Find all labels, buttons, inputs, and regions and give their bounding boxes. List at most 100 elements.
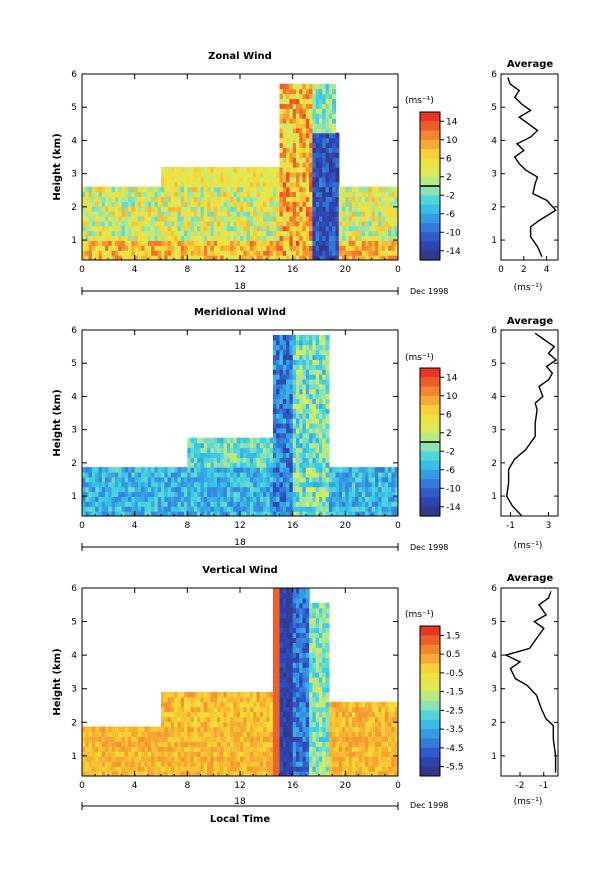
heatmap-cell — [384, 491, 389, 497]
heatmap-cell — [378, 196, 383, 202]
heatmap-cell — [124, 186, 129, 193]
heatmap-cell — [286, 746, 290, 752]
heatmap-cell — [200, 437, 205, 444]
heatmap-cell — [289, 147, 294, 153]
heatmap-cell — [299, 442, 304, 449]
heatmap-cell — [361, 215, 366, 222]
heatmap-cell — [319, 127, 323, 134]
colorbar-tick-label: 6 — [446, 410, 452, 420]
heatmap-cell — [101, 206, 106, 212]
heatmap-cell — [292, 240, 297, 246]
heatmap-cell — [236, 696, 241, 703]
heatmap-cell — [276, 403, 281, 409]
heatmap-cell — [325, 388, 330, 395]
heatmap-cell — [164, 771, 169, 776]
heatmap-cell — [147, 240, 152, 246]
heatmap-cell — [302, 206, 307, 212]
heatmap-cell — [243, 771, 248, 776]
heatmap-cell — [365, 206, 369, 212]
heatmap-cell — [309, 359, 313, 365]
heatmap-cell — [187, 462, 192, 468]
heatmap-cell — [184, 511, 188, 516]
heatmap-cell — [292, 706, 297, 713]
heatmap-cell — [305, 369, 310, 375]
heatmap-cell — [289, 637, 294, 643]
heatmap-cell — [249, 746, 254, 752]
heatmap-cell — [315, 230, 320, 237]
heatmap-cell — [276, 349, 281, 356]
heatmap-cell — [161, 240, 165, 246]
heatmap-cell — [240, 751, 244, 757]
heatmap-cell — [319, 215, 323, 222]
heatmap-cell — [210, 447, 215, 453]
heatmap-cell — [200, 452, 205, 458]
heatmap-cell — [128, 471, 132, 478]
heatmap-cell — [220, 250, 225, 256]
heatmap-cell — [319, 191, 323, 197]
heatmap-cell — [276, 398, 281, 404]
heatmap-cell — [85, 491, 90, 497]
heatmap-cell — [299, 637, 304, 643]
heatmap-cell — [319, 255, 323, 260]
heatmap-cell — [180, 746, 185, 752]
heatmap-cell — [138, 191, 142, 197]
heatmap-cell — [384, 215, 389, 222]
heatmap-cell — [263, 201, 267, 207]
heatmap-cell — [312, 481, 317, 488]
heatmap-cell — [292, 736, 297, 742]
heatmap-cell — [210, 771, 215, 776]
heatmap-cell — [121, 766, 126, 772]
heatmap-cell — [164, 746, 169, 752]
heatmap-cell — [256, 191, 261, 197]
heatmap-cell — [325, 511, 330, 516]
heatmap-cell — [167, 691, 172, 698]
heatmap-cell — [111, 496, 116, 502]
heatmap-cell — [138, 751, 142, 757]
heatmap-cell — [177, 225, 182, 232]
heatmap-cell — [82, 250, 86, 256]
heatmap-cell — [95, 486, 100, 493]
heatmap-cell — [348, 476, 353, 483]
heatmap-cell — [375, 225, 379, 232]
heatmap-cell — [292, 127, 297, 134]
heatmap-cell — [282, 427, 287, 434]
heatmap-cell — [355, 496, 360, 502]
heatmap-cell — [276, 418, 281, 424]
heatmap-cell — [230, 491, 234, 497]
heatmap-cell — [98, 726, 103, 732]
heatmap-cell — [184, 746, 188, 752]
heatmap-cell — [319, 462, 323, 468]
heatmap-cell — [207, 457, 211, 463]
heatmap-cell — [200, 716, 205, 723]
heatmap-cell — [263, 245, 267, 251]
heatmap-cell — [292, 206, 297, 212]
heatmap-cell — [282, 176, 287, 183]
heatmap-cell — [381, 215, 386, 222]
heatmap-cell — [134, 741, 139, 747]
heatmap-cell — [282, 467, 287, 473]
heatmap-cell — [384, 255, 389, 260]
heatmap-cell — [256, 491, 261, 497]
heatmap-cell — [223, 476, 228, 483]
heatmap-cell — [272, 191, 277, 197]
heatmap-cell — [332, 171, 337, 178]
heatmap-cell — [302, 682, 307, 688]
heatmap-cell — [141, 491, 146, 497]
heatmap-cell — [332, 113, 337, 119]
heatmap-cell — [217, 756, 221, 762]
heatmap-cell — [230, 716, 234, 723]
heatmap-cell — [207, 476, 211, 483]
heatmap-cell — [200, 457, 205, 463]
heatmap-cell — [197, 736, 202, 742]
heatmap-cell — [263, 701, 267, 708]
heatmap-cell — [184, 721, 188, 728]
heatmap-cell — [272, 408, 277, 414]
heatmap-cell — [144, 191, 149, 197]
heatmap-cell — [230, 756, 234, 762]
heatmap-cell — [187, 746, 192, 752]
heatmap-cell — [223, 506, 228, 512]
heatmap-cell — [358, 467, 363, 473]
heatmap-cell — [240, 437, 244, 444]
heatmap-cell — [289, 93, 294, 100]
heatmap-cell — [220, 437, 225, 444]
